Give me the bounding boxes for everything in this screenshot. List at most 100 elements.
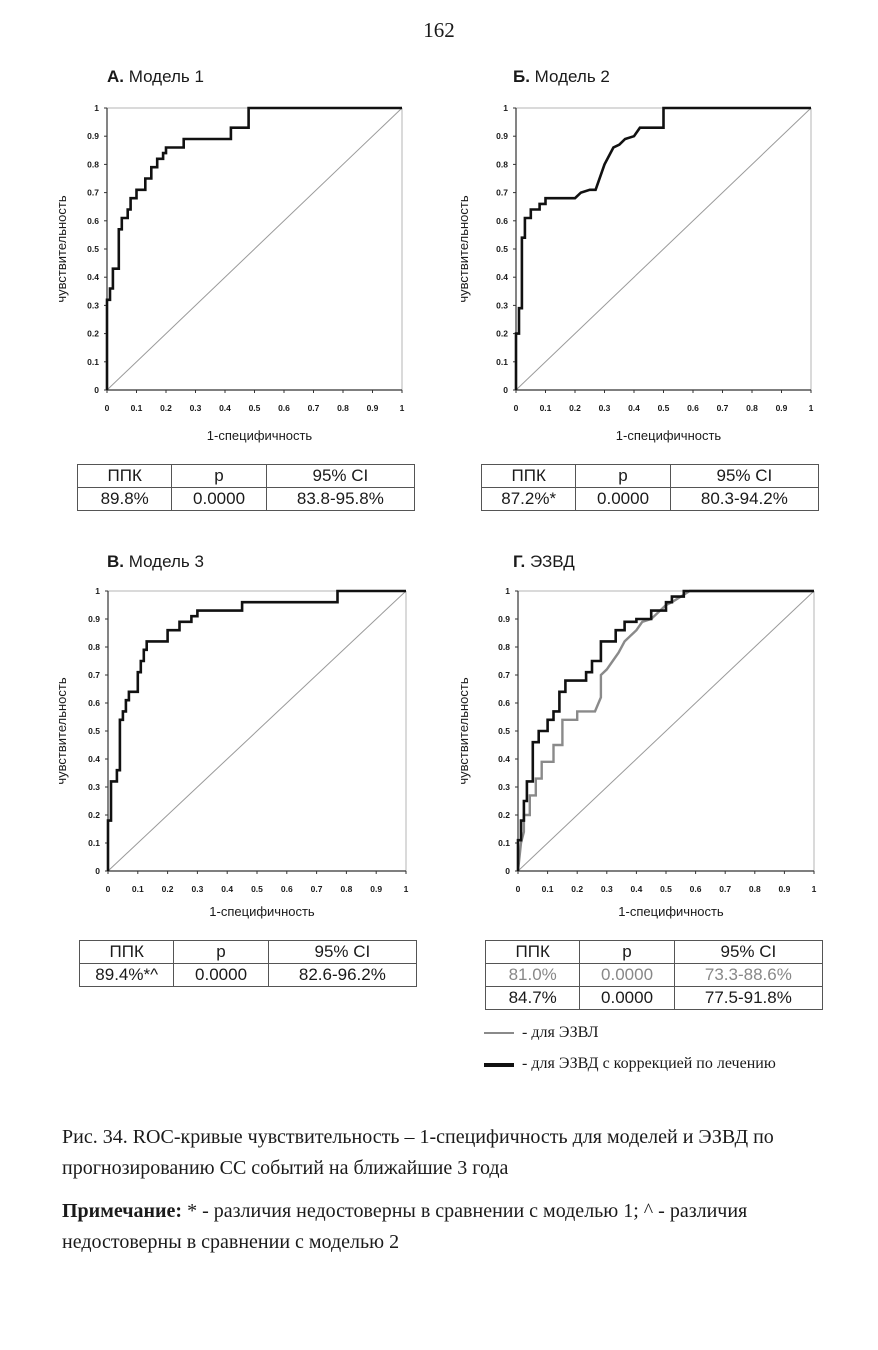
y-tick-label: 0.4 — [87, 272, 99, 282]
x-tick-label: 0.7 — [308, 403, 320, 413]
table-cell: 89.4%*^ — [78, 963, 175, 987]
chart-title: Б. Модель 2 — [513, 67, 610, 86]
x-tick-label: 0.2 — [160, 403, 172, 413]
y-tick-label: 0.2 — [498, 810, 510, 820]
x-tick-label: 0.9 — [778, 884, 790, 894]
table-header-cell: p — [575, 464, 671, 488]
chart-title-text: Модель 3 — [129, 552, 204, 571]
y-axis-label: чувствительность — [456, 677, 471, 784]
note-text: * - различия недостоверны в сравнении с … — [62, 1200, 748, 1253]
x-tick-label: 0.7 — [717, 403, 729, 413]
chart-title-letter: В. — [107, 552, 129, 571]
y-tick-label: 0.4 — [498, 754, 510, 764]
table-header-cell: ППК — [480, 464, 577, 488]
x-axis-label: 1-специфичность — [618, 904, 724, 919]
y-tick-label: 0.3 — [496, 300, 508, 310]
table-header-cell: ППК — [78, 940, 175, 964]
stats-table-model-3: ППК p 95% CI 89.4%*^ 0.0000 82.6-96.2% — [78, 940, 418, 987]
x-tick-label: 1 — [400, 403, 405, 413]
x-tick-label: 0.1 — [131, 403, 143, 413]
chart-title-text: Модель 2 — [535, 67, 610, 86]
y-tick-label: 0.8 — [87, 159, 99, 169]
x-tick-label: 0.2 — [569, 403, 581, 413]
legend-swatch-gray — [484, 1032, 514, 1034]
y-tick-label: 0.7 — [88, 670, 100, 680]
x-tick-label: 0.9 — [776, 403, 788, 413]
table-row: 89.8% 0.0000 83.8-95.8% — [76, 487, 416, 511]
table-cell: 0.0000 — [579, 963, 675, 987]
x-axis-label: 1-специфичность — [209, 904, 315, 919]
table-cell: 81.0% — [484, 963, 581, 987]
table-header-row: ППК p 95% CI — [484, 940, 824, 964]
x-tick-label: 0.6 — [687, 403, 699, 413]
y-tick-label: 0.5 — [496, 244, 508, 254]
x-tick-label: 0.4 — [628, 403, 640, 413]
chart-title-letter: А. — [107, 67, 129, 86]
x-tick-label: 0 — [105, 403, 110, 413]
table-header-cell: p — [579, 940, 675, 964]
roc-chart-2: Б. Модель 2 0 0.1 0.2 0.3 0.4 0.5 0.6 0.7 0.8 0.9 1… — [456, 67, 814, 443]
x-tick-label: 1 — [812, 884, 817, 894]
roc-curve-series-1 — [106, 589, 406, 871]
x-tick-label: 0.8 — [746, 403, 758, 413]
roc-curve-series-1 — [514, 106, 811, 390]
table-header-cell: 95% CI — [267, 940, 418, 964]
roc-curve-series-1 — [516, 589, 814, 872]
y-tick-label: 1 — [94, 103, 99, 113]
y-tick-label: 0.1 — [87, 357, 99, 367]
table-cell: 87.2%* — [480, 487, 577, 511]
x-tick-label: 0.4 — [630, 884, 642, 894]
table-header-row: ППК p 95% CI — [480, 464, 820, 488]
y-tick-label: 0.7 — [87, 188, 99, 198]
x-tick-label: 1 — [809, 403, 814, 413]
table-cell: 0.0000 — [173, 963, 269, 987]
table-cell: 83.8-95.8% — [265, 487, 416, 511]
y-tick-label: 0 — [94, 385, 99, 395]
y-tick-label: 0.8 — [498, 642, 510, 652]
roc-curve-series-2 — [516, 589, 814, 871]
x-tick-label: 0.5 — [658, 403, 670, 413]
y-tick-label: 0.5 — [88, 726, 100, 736]
x-tick-label: 1 — [404, 884, 409, 894]
table-header-cell: ППК — [76, 464, 173, 488]
y-tick-label: 0.3 — [87, 300, 99, 310]
y-tick-label: 0.2 — [88, 810, 100, 820]
stats-table-ezvd: ППК p 95% CI 81.0% 0.0000 73.3-88.6% 84.7% 0.00… — [484, 940, 824, 1010]
chart-title: А. Модель 1 — [107, 67, 204, 86]
legend-swatch-black — [484, 1063, 514, 1067]
y-tick-label: 0.9 — [87, 131, 99, 141]
roc-chart-1: А. Модель 1 0 0.1 0.2 0.3 0.4 0.5 0.6 0.7 0.8 0.9 1… — [54, 67, 405, 443]
chart-title: В. Модель 3 — [107, 552, 204, 571]
table-cell: 89.8% — [76, 487, 173, 511]
x-tick-label: 0.9 — [370, 884, 382, 894]
y-tick-label: 0.6 — [498, 698, 510, 708]
x-tick-label: 0.3 — [190, 403, 202, 413]
x-tick-label: 0.5 — [251, 884, 263, 894]
roc-curve-series-1 — [105, 106, 402, 390]
y-tick-label: 1 — [505, 586, 510, 596]
roc-charts-figure: А. Модель 1 0 0.1 0.2 0.3 0.4 0.5 0.6 0.7 0.8 0.9 1… — [54, 67, 817, 919]
y-axis-label: чувствительность — [54, 195, 69, 302]
page-number: 162 — [423, 18, 455, 42]
x-tick-label: 0.1 — [132, 884, 144, 894]
note-label: Примечание: — [62, 1200, 183, 1222]
x-tick-label: 0.9 — [367, 403, 379, 413]
x-tick-label: 0.2 — [162, 884, 174, 894]
x-tick-label: 0.7 — [719, 884, 731, 894]
table-cell: 73.3-88.6% — [673, 963, 824, 987]
chart-title-letter: Б. — [513, 67, 535, 86]
table-row: 89.4%*^ 0.0000 82.6-96.2% — [78, 963, 418, 987]
table-cell: 77.5-91.8% — [673, 986, 824, 1010]
y-tick-label: 0.6 — [88, 698, 100, 708]
y-tick-label: 1 — [95, 586, 100, 596]
y-tick-label: 0.1 — [88, 838, 100, 848]
y-tick-label: 0.7 — [498, 670, 510, 680]
x-axis-label: 1-специфичность — [207, 428, 313, 443]
x-tick-label: 0 — [516, 884, 521, 894]
table-cell: 0.0000 — [171, 487, 267, 511]
table-row: 84.7% 0.0000 77.5-91.8% — [484, 986, 824, 1010]
table-header-cell: ППК — [484, 940, 581, 964]
x-tick-label: 0 — [514, 403, 519, 413]
y-tick-label: 0.9 — [496, 131, 508, 141]
x-tick-label: 0.2 — [571, 884, 583, 894]
